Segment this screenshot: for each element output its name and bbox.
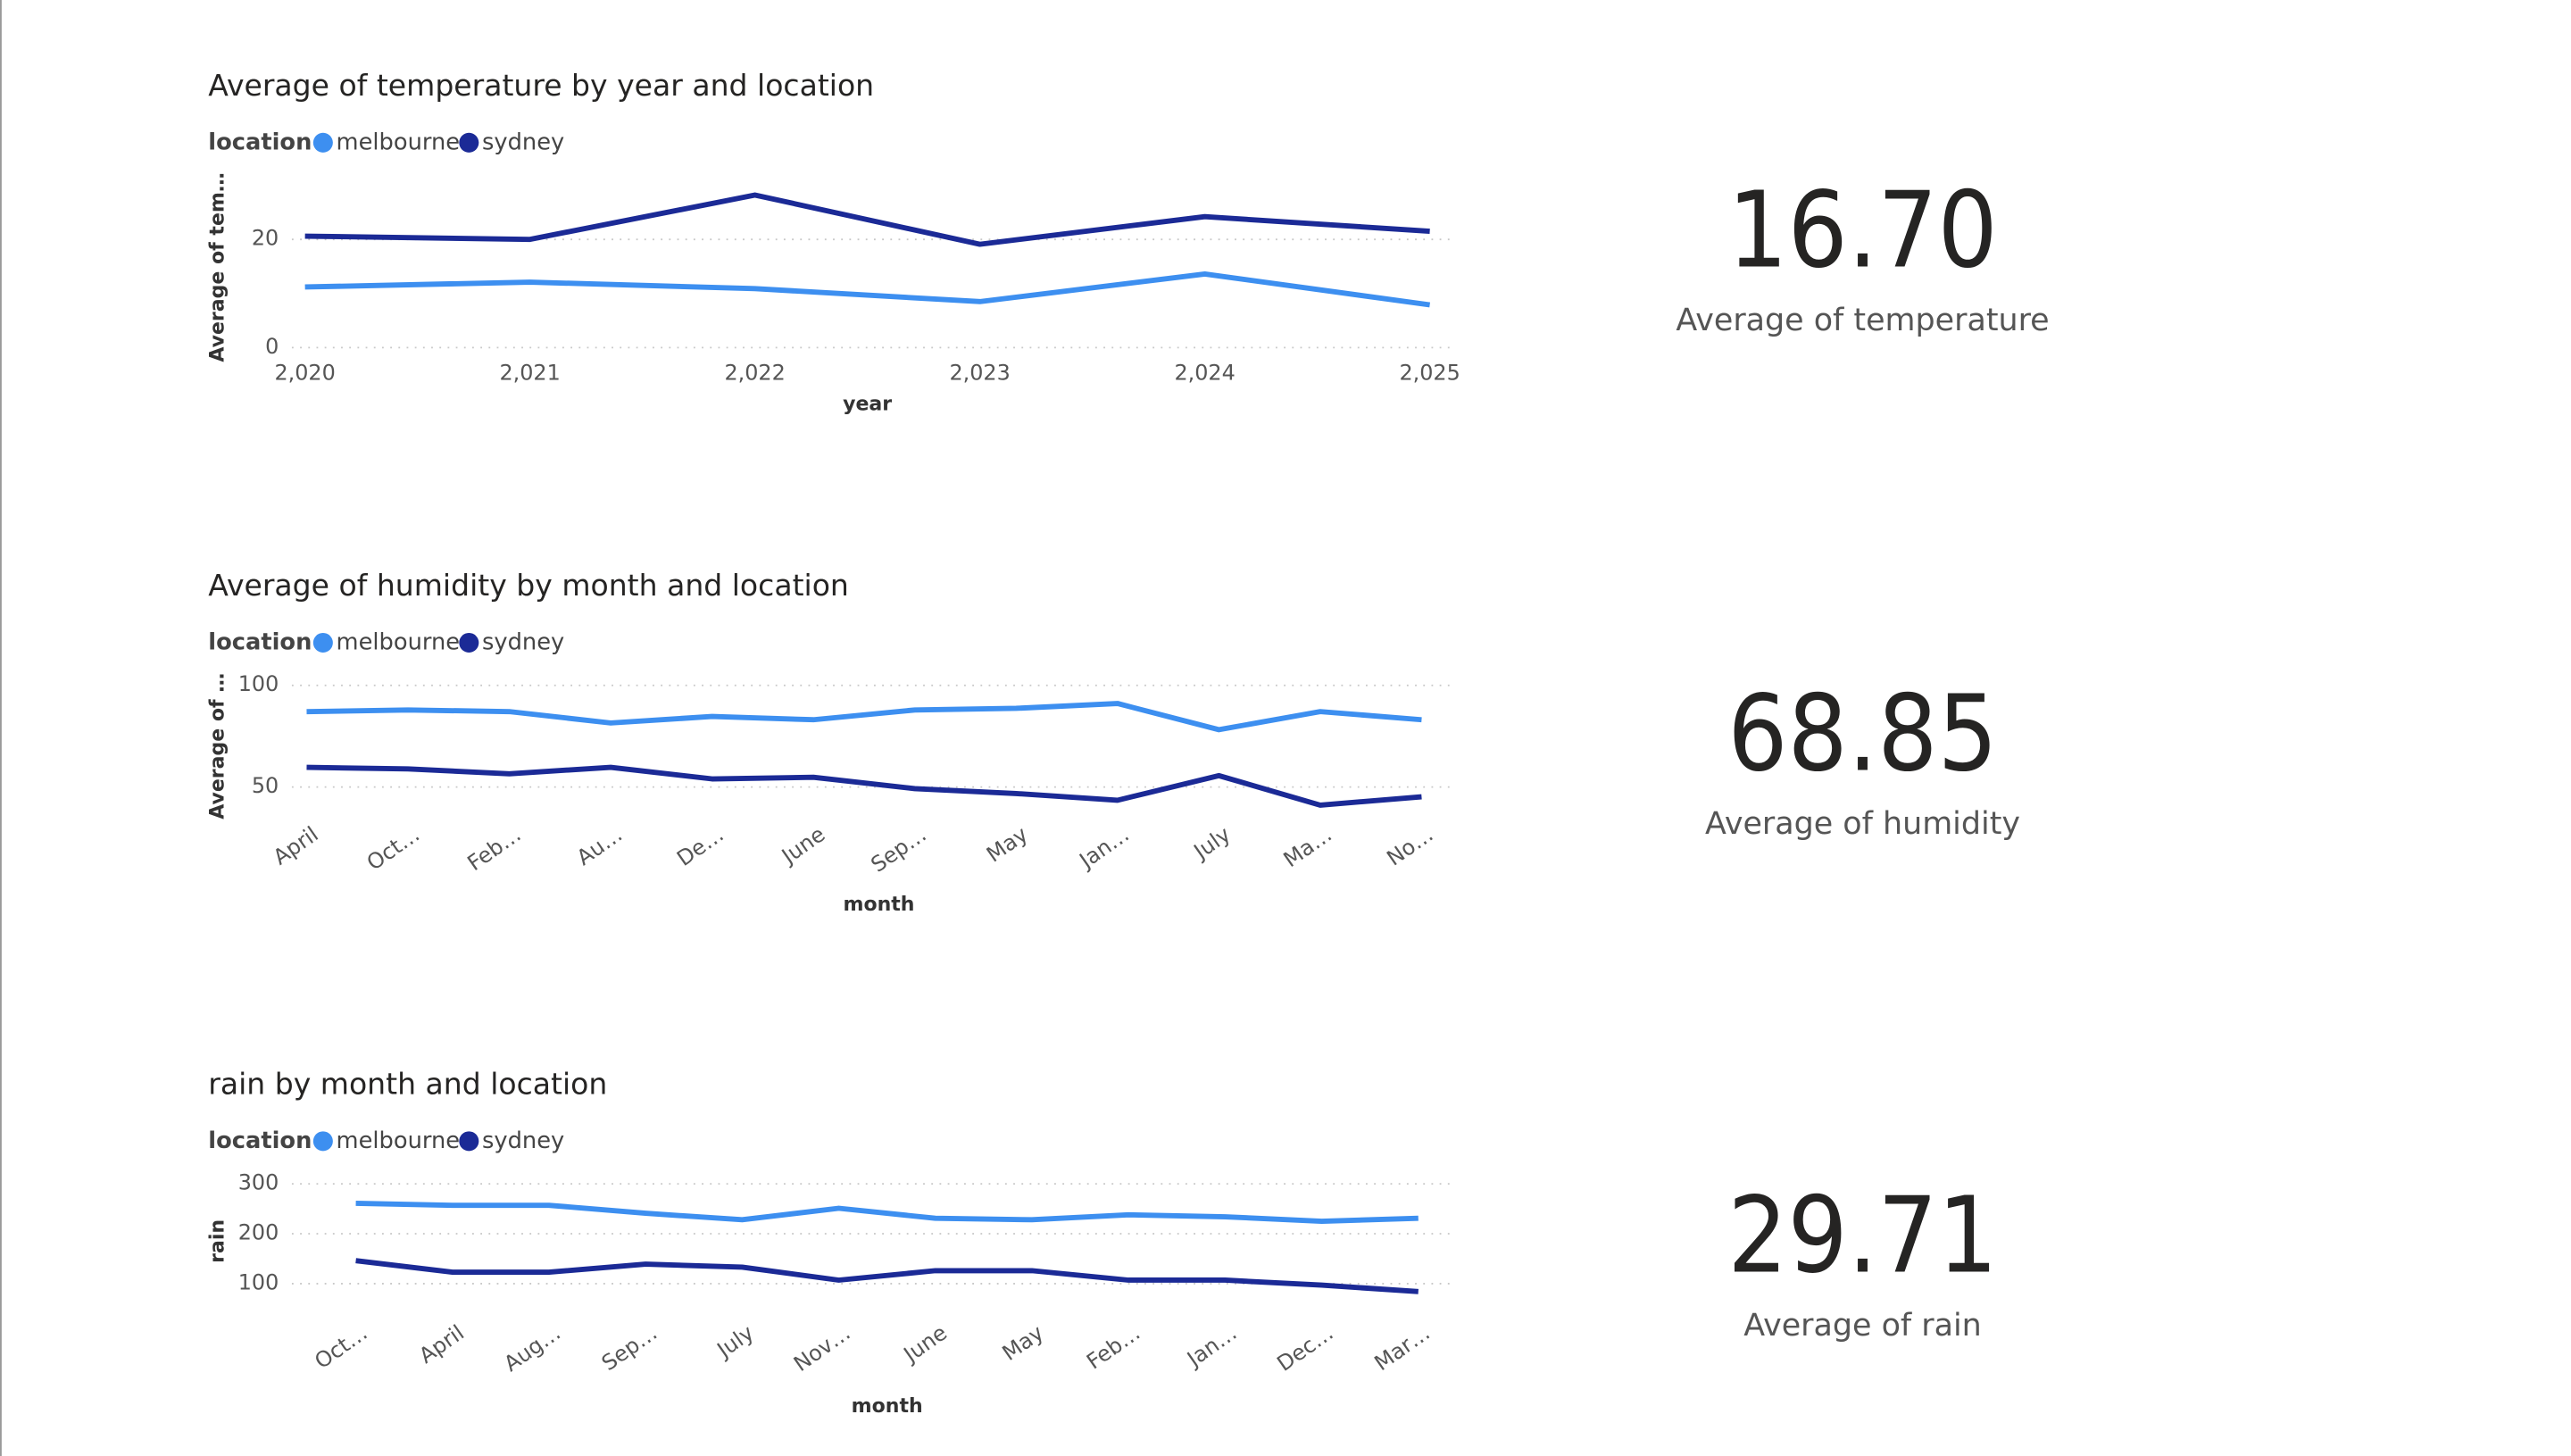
y-tick-label: 100 bbox=[238, 1269, 279, 1294]
x-tick-label: June bbox=[898, 1320, 952, 1369]
legend-marker bbox=[312, 1131, 333, 1152]
series-line bbox=[304, 192, 1430, 247]
legend-title: location bbox=[208, 628, 312, 655]
legend-entry: sydney bbox=[482, 129, 564, 155]
x-tick-label: De… bbox=[672, 821, 728, 871]
y-axis-title: Average of tem… bbox=[206, 172, 229, 362]
x-tick-label: July bbox=[1188, 821, 1236, 865]
x-tick-label: Aug… bbox=[499, 1320, 565, 1377]
legend-marker bbox=[459, 1131, 479, 1152]
series-line bbox=[306, 764, 1422, 808]
card-value: 16.70 bbox=[1727, 170, 1998, 292]
x-tick-label: Au… bbox=[572, 821, 627, 870]
series-line bbox=[306, 701, 1422, 733]
chart-title: rain by month and location bbox=[208, 1066, 607, 1101]
x-axis-title: year bbox=[843, 394, 892, 416]
x-tick-label: 2,021 bbox=[499, 360, 560, 385]
y-tick-label: 200 bbox=[238, 1220, 279, 1245]
x-tick-label: Sep… bbox=[866, 821, 930, 877]
x-tick-label: Sep… bbox=[597, 1320, 661, 1376]
legend-title: location bbox=[208, 1127, 312, 1154]
y-tick-label: 50 bbox=[252, 773, 279, 798]
card-value: 29.71 bbox=[1727, 1174, 1998, 1296]
x-axis-title: month bbox=[852, 1395, 923, 1418]
legend-entry: melbourne bbox=[337, 129, 461, 155]
x-axis-title: month bbox=[843, 894, 914, 916]
y-tick-label: 20 bbox=[252, 226, 279, 251]
x-tick-label: Ma… bbox=[1279, 821, 1336, 872]
x-tick-label: Dec… bbox=[1272, 1320, 1337, 1377]
legend-title: location bbox=[208, 129, 312, 155]
legend-entry: sydney bbox=[482, 628, 564, 655]
x-tick-label: No… bbox=[1382, 821, 1437, 870]
legend-marker bbox=[312, 132, 333, 153]
x-tick-label: July bbox=[711, 1320, 759, 1364]
x-tick-label: Jan… bbox=[1074, 821, 1134, 874]
legend-marker bbox=[312, 632, 333, 653]
x-tick-label: Jan… bbox=[1181, 1320, 1241, 1373]
card-label: Average of temperature bbox=[1676, 303, 2049, 338]
y-axis-title: Average of … bbox=[206, 673, 229, 820]
y-tick-label: 300 bbox=[238, 1170, 279, 1195]
legend-marker bbox=[459, 132, 479, 153]
x-tick-label: Nov… bbox=[789, 1320, 855, 1377]
series-line bbox=[355, 1258, 1419, 1294]
y-axis-title: rain bbox=[206, 1219, 229, 1263]
card-value: 68.85 bbox=[1727, 672, 1998, 795]
chart-title: Average of humidity by month and locatio… bbox=[208, 568, 849, 603]
x-tick-label: April bbox=[414, 1320, 469, 1369]
y-tick-label: 0 bbox=[265, 334, 279, 359]
x-tick-label: 2,024 bbox=[1174, 360, 1235, 385]
series-line bbox=[355, 1200, 1419, 1224]
x-tick-label: 2,023 bbox=[949, 360, 1010, 385]
x-tick-label: April bbox=[269, 821, 323, 869]
x-tick-label: 2,022 bbox=[724, 360, 785, 385]
x-tick-label: Oct… bbox=[362, 821, 424, 875]
legend-entry: melbourne bbox=[337, 628, 461, 655]
card-label: Average of rain bbox=[1743, 1308, 1981, 1344]
x-tick-label: May bbox=[982, 821, 1032, 867]
legend-entry: melbourne bbox=[337, 1127, 461, 1154]
legend-entry: sydney bbox=[482, 1127, 564, 1154]
x-tick-label: May bbox=[998, 1320, 1048, 1366]
card-label: Average of humidity bbox=[1705, 806, 2020, 842]
y-tick-label: 100 bbox=[238, 671, 279, 696]
x-tick-label: Oct… bbox=[310, 1320, 371, 1374]
series-line bbox=[304, 271, 1431, 308]
x-tick-label: 2,020 bbox=[274, 360, 335, 385]
x-tick-label: 2,025 bbox=[1399, 360, 1460, 385]
x-tick-label: Feb… bbox=[1082, 1320, 1144, 1375]
legend-marker bbox=[459, 632, 479, 653]
x-tick-label: Mar… bbox=[1369, 1320, 1434, 1376]
x-tick-label: Feb… bbox=[463, 821, 526, 876]
x-tick-label: June bbox=[776, 821, 829, 869]
chart-title: Average of temperature by year and locat… bbox=[208, 68, 874, 103]
